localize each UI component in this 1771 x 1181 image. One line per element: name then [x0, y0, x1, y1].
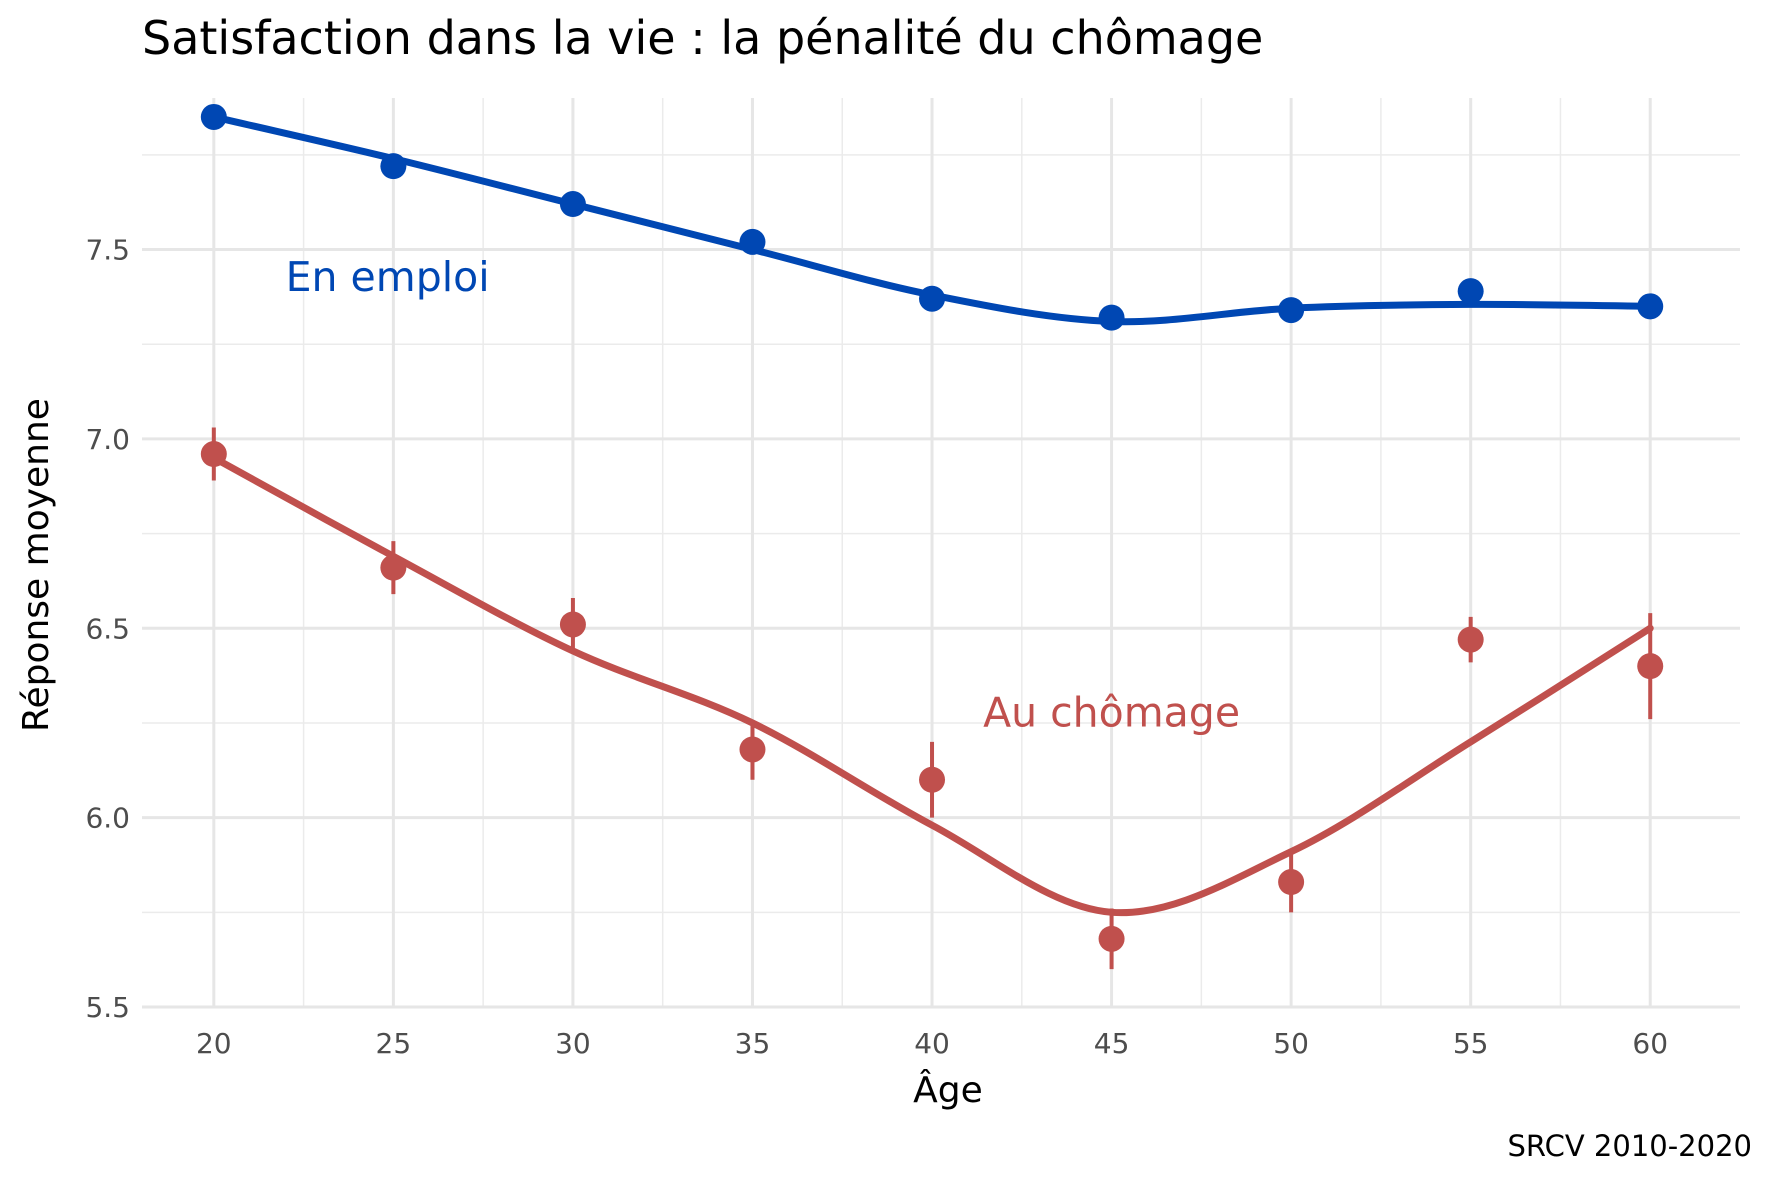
- series-label: Au chômage: [983, 689, 1240, 737]
- series-labels: En emploi Au chômage: [286, 253, 1240, 737]
- series-1: [200, 427, 1664, 970]
- y-tick-label: 7.0: [85, 423, 130, 456]
- series-label: En emploi: [286, 253, 490, 301]
- chart-caption: SRCV 2010-2020: [1508, 1129, 1753, 1163]
- x-tick-label: 25: [376, 1027, 412, 1060]
- data-point: [200, 441, 227, 468]
- x-tick-label: 60: [1632, 1027, 1668, 1060]
- data-point: [919, 285, 946, 312]
- data-point: [1457, 278, 1484, 305]
- data-point: [739, 736, 766, 763]
- data-point: [919, 766, 946, 793]
- x-tick-label: 55: [1453, 1027, 1489, 1060]
- y-tick-label: 5.5: [85, 991, 130, 1024]
- data-point: [1278, 869, 1305, 896]
- x-tick-label: 35: [735, 1027, 771, 1060]
- data-point: [1637, 653, 1664, 680]
- chart-title: Satisfaction dans la vie : la pénalité d…: [142, 11, 1263, 65]
- data-point: [380, 554, 407, 581]
- y-axis-title: Réponse moyenne: [16, 398, 57, 732]
- x-tick-label: 40: [914, 1027, 950, 1060]
- data-point: [559, 191, 586, 218]
- y-axis-ticks: 5.5 6.0 6.5 7.0 7.5: [85, 234, 130, 1025]
- x-axis-title: Âge: [913, 1069, 983, 1111]
- x-tick-label: 50: [1273, 1027, 1309, 1060]
- y-tick-label: 6.0: [85, 802, 130, 835]
- y-tick-label: 7.5: [85, 234, 130, 267]
- data-point: [1637, 293, 1664, 320]
- x-axis-ticks: 20 25 30 35 40 45 50 55 60: [196, 1027, 1668, 1060]
- data-point: [1098, 925, 1125, 952]
- data-point: [559, 611, 586, 638]
- data-point: [1098, 304, 1125, 331]
- x-tick-label: 20: [196, 1027, 232, 1060]
- y-tick-label: 6.5: [85, 612, 130, 645]
- data-point: [1278, 297, 1305, 324]
- x-tick-label: 30: [555, 1027, 591, 1060]
- data-point: [380, 153, 407, 180]
- data-point: [1457, 626, 1484, 653]
- series-layer: [200, 103, 1664, 970]
- x-tick-label: 45: [1094, 1027, 1130, 1060]
- grid: [142, 98, 1740, 1009]
- data-point: [739, 228, 766, 255]
- series-0: [200, 103, 1664, 331]
- data-point: [200, 103, 227, 130]
- trend-line: [210, 454, 1654, 917]
